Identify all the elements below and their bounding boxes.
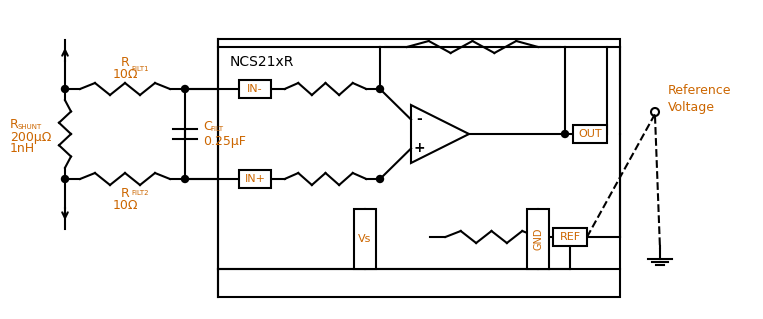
Text: NCS21xR: NCS21xR	[230, 55, 295, 69]
Circle shape	[182, 85, 188, 93]
Circle shape	[62, 175, 69, 182]
Text: IN+: IN+	[244, 174, 266, 184]
Bar	[354, 209, 376, 269]
Text: Reference
Voltage: Reference Voltage	[668, 84, 732, 114]
Text: FILT1: FILT1	[131, 66, 149, 72]
Text: 200μΩ: 200μΩ	[10, 130, 51, 144]
Text: Vs: Vs	[359, 234, 372, 244]
Text: R: R	[121, 187, 130, 200]
Bar	[553, 228, 587, 246]
Text: 10Ω: 10Ω	[112, 68, 138, 81]
Text: 0.25μF: 0.25μF	[203, 136, 246, 149]
Text: R: R	[121, 56, 130, 69]
Text: 1nH: 1nH	[10, 143, 35, 155]
Text: IN-: IN-	[247, 84, 262, 94]
Text: SHUNT: SHUNT	[18, 124, 42, 130]
Bar	[239, 80, 271, 98]
Circle shape	[562, 130, 568, 137]
Circle shape	[182, 175, 188, 182]
Text: C: C	[203, 120, 212, 132]
Circle shape	[376, 175, 384, 182]
Bar	[239, 170, 271, 188]
Text: FILT: FILT	[210, 126, 223, 132]
Bar	[527, 209, 549, 269]
Bar	[573, 125, 607, 143]
Circle shape	[62, 85, 69, 93]
Text: OUT: OUT	[578, 129, 602, 139]
Circle shape	[376, 85, 384, 93]
Text: -: -	[416, 113, 422, 127]
Text: FILT2: FILT2	[131, 190, 149, 196]
Bar	[218, 39, 620, 297]
Text: R: R	[10, 117, 19, 130]
Text: 10Ω: 10Ω	[112, 199, 138, 212]
Text: GND: GND	[533, 228, 543, 250]
Text: REF: REF	[559, 232, 581, 242]
Text: +: +	[414, 142, 425, 155]
